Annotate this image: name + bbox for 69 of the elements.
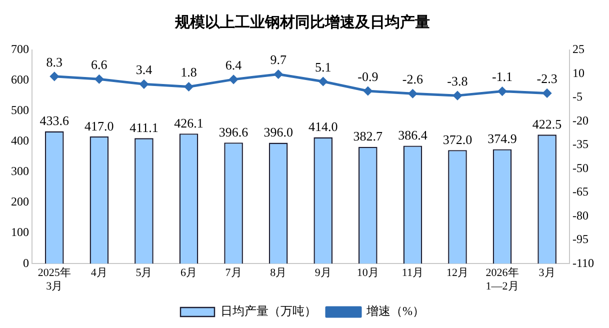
point bbox=[229, 75, 238, 84]
data-label: 5.1 bbox=[314, 59, 332, 74]
x-tick-label: 11月 bbox=[402, 267, 424, 280]
legend-label: 日均产量（万吨） bbox=[220, 304, 316, 318]
y2-tick-label: 10 bbox=[572, 66, 584, 80]
y-tick-label: 600 bbox=[11, 72, 29, 87]
x-tick-label: 12月 bbox=[446, 267, 468, 280]
data-label: 8.3 bbox=[46, 54, 63, 70]
data-label: 386.4 bbox=[398, 128, 428, 143]
data-label: 372.0 bbox=[442, 132, 472, 148]
x-tick-label: 4月 bbox=[90, 267, 108, 280]
y2-tick-label: -95 bbox=[572, 232, 588, 246]
data-label: -3.8 bbox=[447, 73, 468, 88]
y2-tick-label: 25 bbox=[572, 42, 584, 56]
x-tick-label: 9月 bbox=[314, 267, 332, 280]
y2-tick-label: -35 bbox=[572, 137, 588, 152]
y-tick-label: 0 bbox=[23, 256, 29, 270]
x-tick-label: 3月 bbox=[538, 267, 556, 280]
data-label: 374.9 bbox=[488, 131, 517, 146]
data-label: 396.0 bbox=[264, 124, 293, 140]
data-label: -1.1 bbox=[492, 69, 513, 84]
x-tick-label: 10月 bbox=[356, 267, 379, 280]
data-label: 6.4 bbox=[225, 57, 242, 72]
y2-tick-label: -20 bbox=[572, 113, 588, 128]
chart-title: 规模以上工业钢材同比增速及日均产量 bbox=[174, 14, 430, 31]
data-label: 6.6 bbox=[91, 57, 108, 72]
data-label: 414.0 bbox=[308, 119, 338, 134]
data-label: 382.7 bbox=[353, 128, 384, 144]
point bbox=[498, 87, 507, 96]
x-tick-label: 8月 bbox=[270, 267, 287, 280]
y-tick-label: 300 bbox=[11, 164, 29, 178]
data-label: 422.5 bbox=[532, 116, 562, 132]
y-tick-label: 100 bbox=[11, 225, 29, 240]
x-tick-label: 6月 bbox=[180, 267, 198, 280]
point bbox=[274, 70, 283, 78]
y-tick-label: 500 bbox=[11, 103, 29, 118]
point bbox=[94, 74, 104, 84]
data-label: 396.6 bbox=[218, 124, 249, 140]
y2-tick-label: -110 bbox=[572, 256, 594, 270]
y2-tick-label: -80 bbox=[572, 208, 588, 222]
x-tick-label: 5月 bbox=[136, 267, 152, 280]
data-label: 411.1 bbox=[130, 120, 158, 136]
point bbox=[542, 88, 552, 98]
x-tick-label: 2025年 3月 bbox=[38, 267, 71, 292]
point bbox=[50, 72, 59, 81]
point bbox=[318, 77, 328, 86]
y2-tick-label: -50 bbox=[572, 160, 588, 175]
y-tick-label: 400 bbox=[11, 134, 29, 148]
y-tick-label: 200 bbox=[11, 194, 29, 209]
x-tick-label: 2026年 1—2月 bbox=[486, 267, 519, 292]
point bbox=[453, 91, 462, 100]
legend-label: 增速（%） bbox=[366, 304, 424, 318]
point bbox=[140, 80, 148, 88]
y2-tick-label: -65 bbox=[572, 184, 588, 199]
data-label: -2.6 bbox=[402, 72, 424, 87]
data-label: -2.3 bbox=[536, 71, 558, 86]
data-label: 1.8 bbox=[180, 64, 197, 80]
point bbox=[184, 82, 194, 91]
y-tick-label: 700 bbox=[11, 42, 29, 56]
data-label: 3.4 bbox=[136, 62, 153, 78]
point bbox=[364, 86, 372, 96]
point bbox=[408, 89, 417, 98]
y2-tick-label: -5 bbox=[572, 90, 582, 104]
data-label: 426.1 bbox=[174, 116, 204, 130]
data-label: -0.9 bbox=[358, 68, 378, 84]
data-label: 417.0 bbox=[84, 118, 114, 134]
data-label: 433.6 bbox=[40, 113, 70, 128]
x-tick-label: 7月 bbox=[225, 267, 242, 280]
data-label: 9.7 bbox=[270, 52, 287, 68]
